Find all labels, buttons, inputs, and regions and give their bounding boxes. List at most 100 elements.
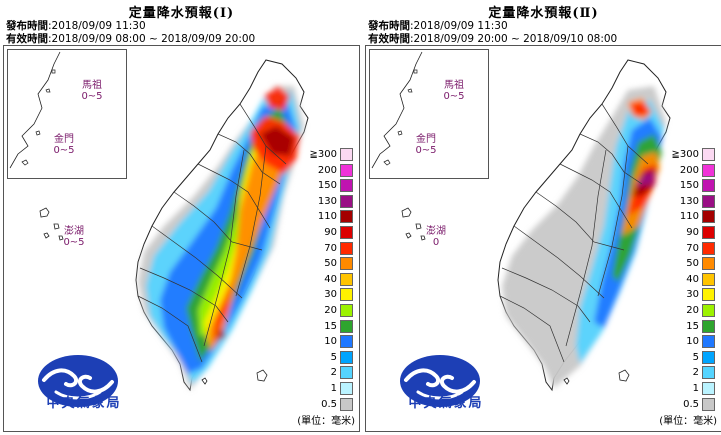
legend-swatch xyxy=(340,225,353,239)
legend-value: 110 xyxy=(679,211,699,223)
legend-row: 10 xyxy=(671,334,715,350)
legend-row: 70 xyxy=(671,241,715,257)
legend-row: 0.5 xyxy=(309,397,353,413)
cwb-logo-icon xyxy=(400,355,480,407)
fujian-coast xyxy=(9,51,61,169)
issue-value: :2018/09/09 11:30 xyxy=(48,20,146,32)
legend-swatch xyxy=(340,179,353,193)
legend-row: 150 xyxy=(309,178,353,194)
county-boundaries xyxy=(137,103,287,363)
legend-value: 10 xyxy=(686,336,699,348)
legend-row: 90 xyxy=(671,225,715,241)
legend-row: 130 xyxy=(671,194,715,210)
kinmen-label: 金門 0~5 xyxy=(53,134,75,156)
legend-value: 130 xyxy=(317,195,337,207)
matsu-label: 馬祖 0~5 xyxy=(443,80,465,102)
legend-value: 110 xyxy=(317,211,337,223)
outer-islands-inset: 馬祖 0~5 金門 0~5 xyxy=(369,49,489,179)
cwb-logo-icon xyxy=(38,355,118,407)
legend-value: 150 xyxy=(679,180,699,192)
unit-label: (單位：毫米) xyxy=(297,416,355,427)
legend-swatch xyxy=(340,257,353,271)
legend-row: 2 xyxy=(671,365,715,381)
legend-value: 2 xyxy=(692,367,699,379)
legend-value: 70 xyxy=(686,242,699,254)
legend-row: 30 xyxy=(309,287,353,303)
small-islands xyxy=(39,207,268,385)
valid-label: 有效時間 xyxy=(368,33,410,45)
legend-row: 0.5 xyxy=(671,397,715,413)
penghu-label: 澎湖 0~5 xyxy=(63,226,85,248)
small-islands xyxy=(401,207,630,385)
legend-row: 150 xyxy=(671,178,715,194)
legend-swatch xyxy=(702,303,715,317)
legend-value: 200 xyxy=(679,164,699,176)
legend-value: 40 xyxy=(324,273,337,285)
legend-swatch xyxy=(702,148,715,161)
legend-row: 70 xyxy=(309,241,353,257)
legend-value: 5 xyxy=(330,351,337,363)
legend-value: 20 xyxy=(686,304,699,316)
legend-swatch xyxy=(702,257,715,271)
legend-value: ≧300 xyxy=(309,149,337,160)
rainfall-areas xyxy=(138,86,304,390)
legend-swatch xyxy=(702,163,715,177)
legend-value: 50 xyxy=(686,258,699,270)
cwb-logo-text: 中央氣象局 xyxy=(46,396,122,411)
legend-row: 200 xyxy=(671,163,715,179)
valid-time: 有效時間:2018/09/09 20:00 ~ 2018/09/10 08:00 xyxy=(368,31,617,46)
valid-time: 有效時間:2018/09/09 08:00 ~ 2018/09/09 20:00 xyxy=(6,31,255,46)
legend-value: 0.5 xyxy=(321,398,337,410)
rainfall-legend: ≧300 200 150 130 110 90 70 50 40 30 20 15 10 5 2 1 0.5 xyxy=(309,147,353,412)
issue-time: 發布時間:2018/09/09 11:30 xyxy=(6,18,146,33)
issue-label: 發布時間 xyxy=(6,20,48,32)
legend-row: 40 xyxy=(309,272,353,288)
rainfall-legend: ≧300 200 150 130 110 90 70 50 40 30 20 15 10 5 2 1 0.5 xyxy=(671,147,715,412)
legend-row: 50 xyxy=(309,256,353,272)
legend-swatch xyxy=(702,335,715,349)
panel-title: 定量降水預報(Ⅰ) xyxy=(128,6,235,21)
legend-value: 0.5 xyxy=(683,398,699,410)
legend-swatch xyxy=(702,366,715,380)
legend-value: ≧300 xyxy=(671,149,699,160)
legend-swatch xyxy=(340,350,353,364)
legend-row: 90 xyxy=(309,225,353,241)
legend-value: 5 xyxy=(692,351,699,363)
legend-value: 90 xyxy=(686,226,699,238)
issue-time: 發布時間:2018/09/09 11:30 xyxy=(368,18,508,33)
valid-label: 有效時間 xyxy=(6,33,48,45)
legend-value: 30 xyxy=(324,289,337,301)
map-frame: 馬祖 0~5 金門 0~5 澎湖 0~5 ≧300 200 150 130 110 90 70 50… xyxy=(3,45,360,432)
legend-swatch xyxy=(702,179,715,193)
forecast-panel-2: 定量降水預報(Ⅱ) 發布時間:2018/09/09 11:30 有效時間:201… xyxy=(365,0,721,435)
legend-swatch xyxy=(340,194,353,208)
valid-value: :2018/09/09 08:00 ~ 2018/09/09 20:00 xyxy=(48,33,256,45)
legend-swatch xyxy=(702,241,715,255)
rain-area-8 xyxy=(216,126,294,342)
legend-value: 10 xyxy=(324,336,337,348)
legend-row: 50 xyxy=(671,256,715,272)
legend-row: 200 xyxy=(309,163,353,179)
legend-value: 15 xyxy=(686,320,699,332)
legend-swatch xyxy=(702,288,715,302)
legend-row: 2 xyxy=(309,365,353,381)
forecast-panel-1: 定量降水預報(Ⅰ) 發布時間:2018/09/09 11:30 有效時間:201… xyxy=(3,0,360,435)
legend-swatch xyxy=(340,210,353,224)
legend-row: 130 xyxy=(309,194,353,210)
legend-swatch xyxy=(702,272,715,286)
legend-value: 15 xyxy=(324,320,337,332)
legend-row: 1 xyxy=(309,381,353,397)
legend-swatch xyxy=(702,381,715,395)
legend-swatch xyxy=(340,397,353,411)
unit-label: (單位：毫米) xyxy=(659,416,717,427)
legend-swatch xyxy=(340,148,353,161)
legend-value: 90 xyxy=(324,226,337,238)
legend-swatch xyxy=(340,319,353,333)
legend-value: 200 xyxy=(317,164,337,176)
legend-swatch xyxy=(340,366,353,380)
legend-value: 40 xyxy=(686,273,699,285)
rainfall-areas xyxy=(502,86,666,388)
legend-swatch xyxy=(340,335,353,349)
legend-swatch xyxy=(340,303,353,317)
legend-row: 110 xyxy=(671,209,715,225)
